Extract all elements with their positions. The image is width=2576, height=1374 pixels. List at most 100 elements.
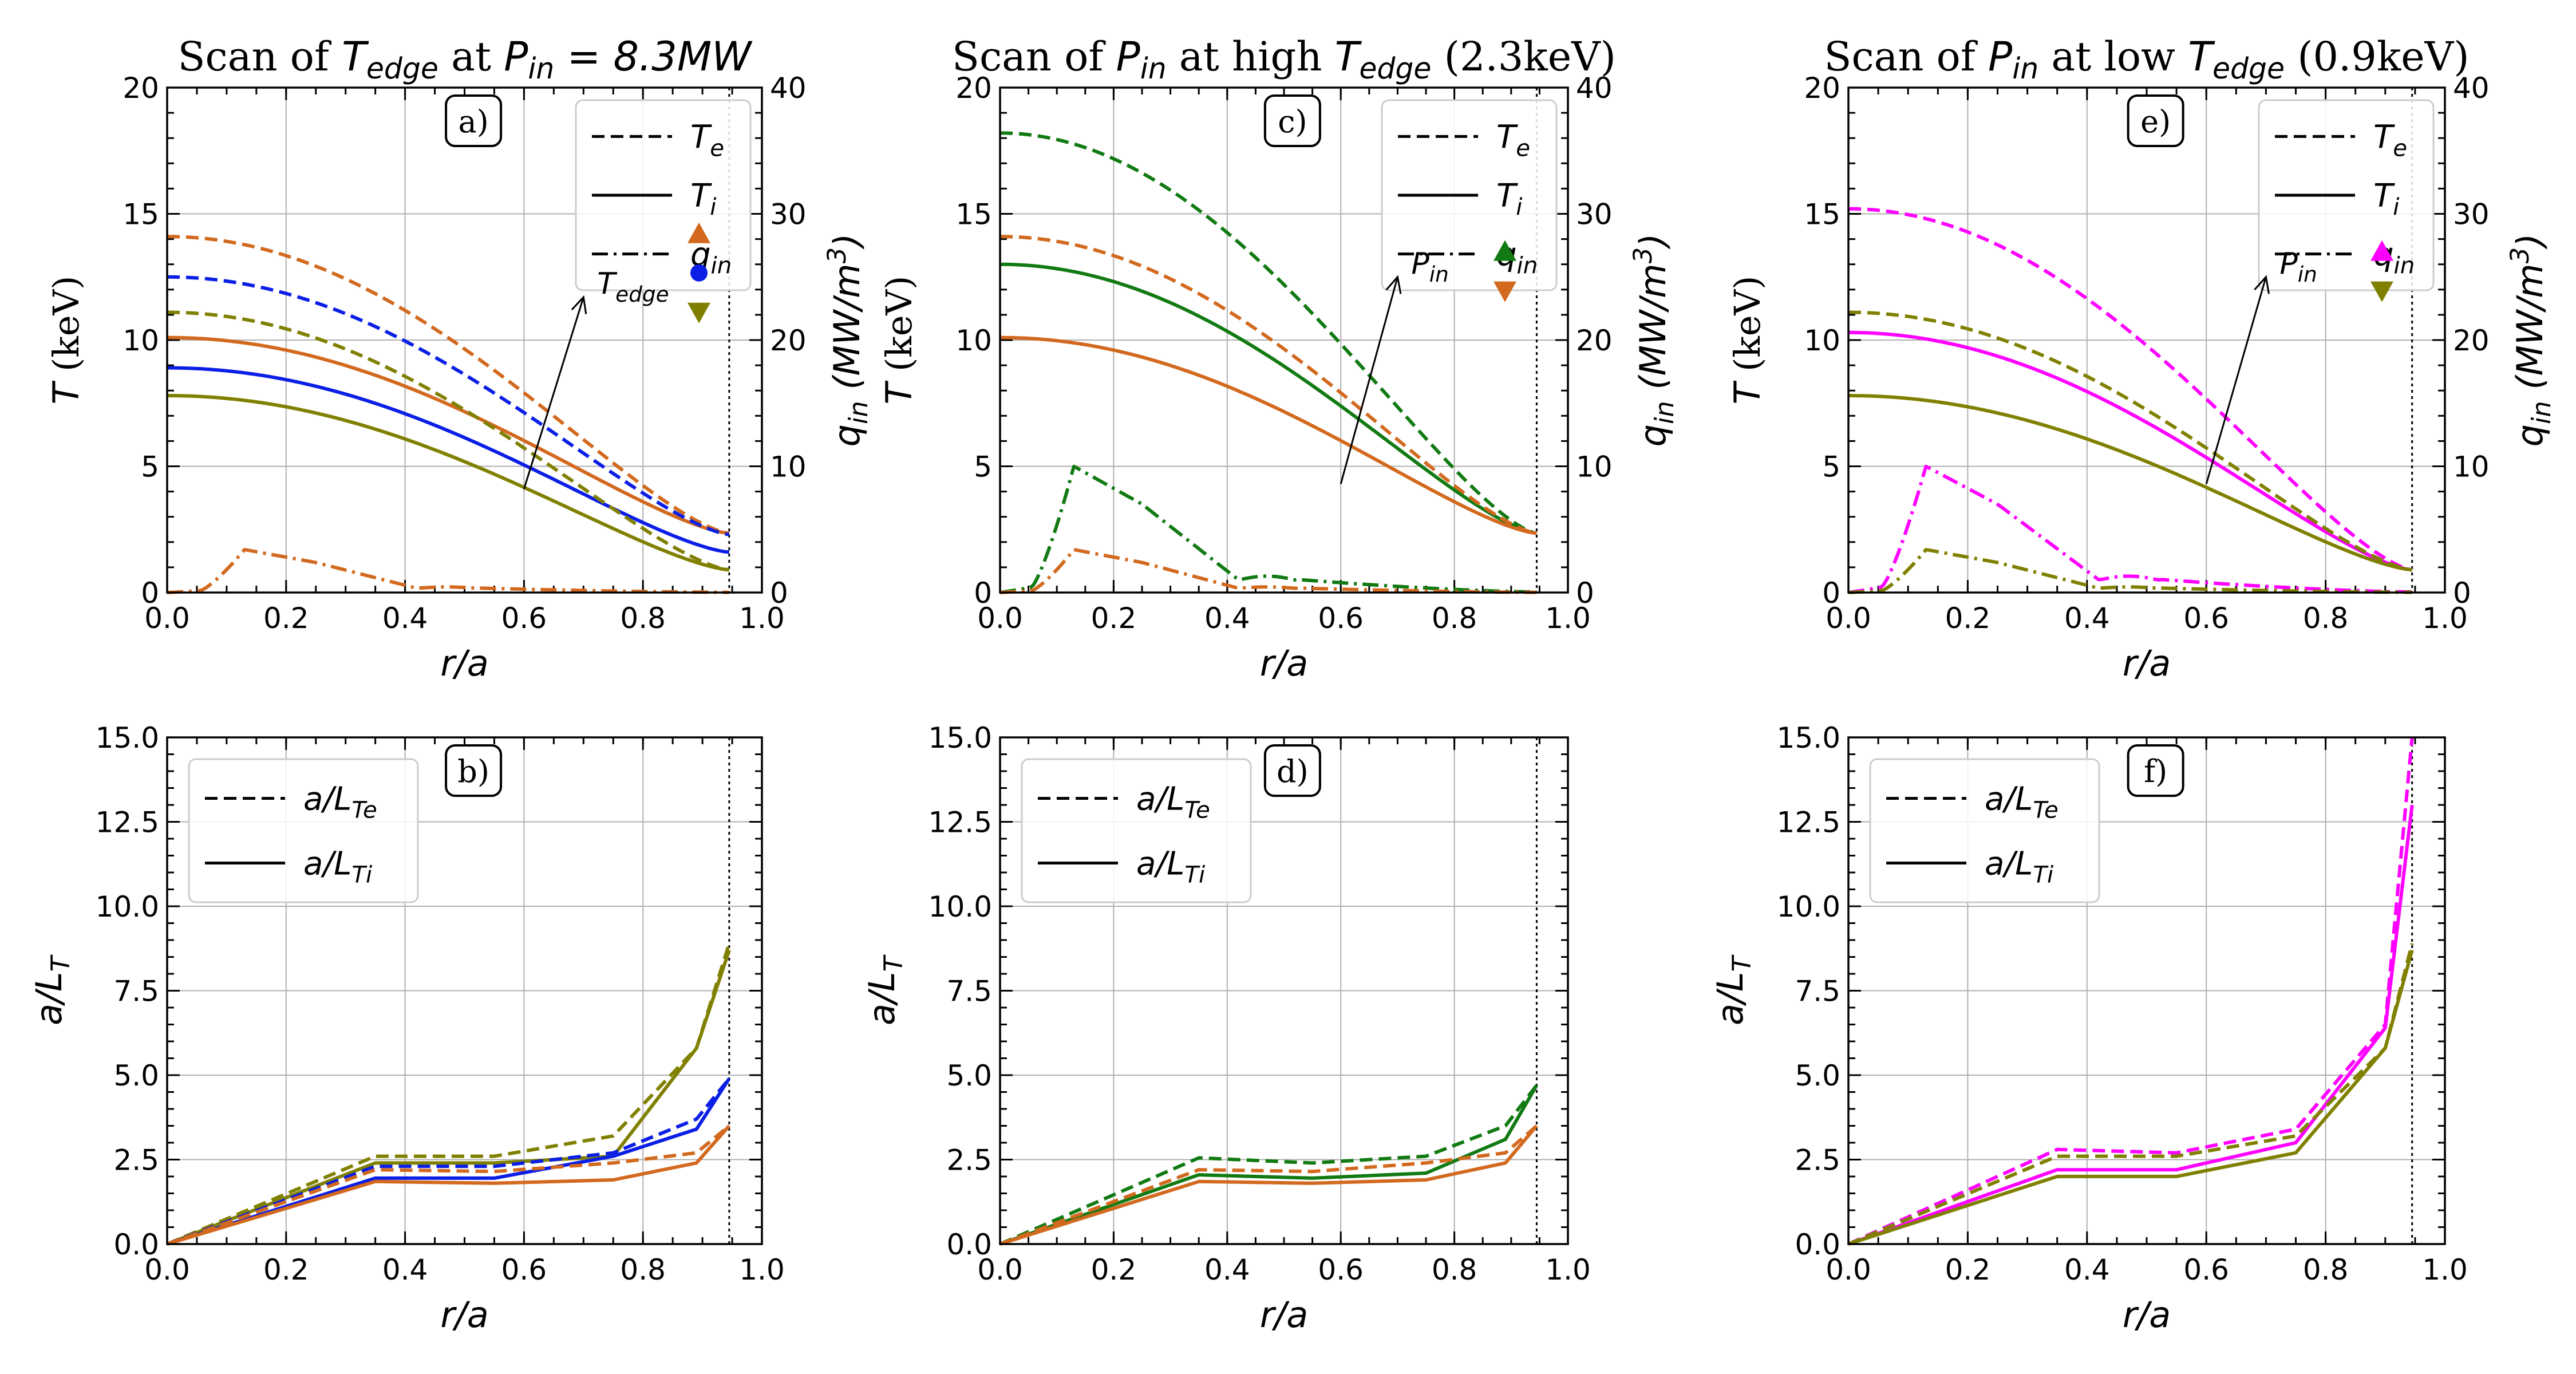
y-tick-label: 0 — [974, 577, 992, 610]
x-tick-label: 1.0 — [2422, 1253, 2468, 1286]
y-tick-label: 12.5 — [1777, 806, 1840, 839]
x-tick-label: 0.8 — [620, 1253, 666, 1286]
y-tick-label: 10 — [123, 324, 159, 357]
y-tick-label: 5 — [141, 451, 159, 484]
y-tick-label: 15 — [955, 198, 992, 231]
series-line — [1000, 262, 1537, 535]
series-line — [999, 548, 1537, 594]
panel-b: 0.0 0.2 0.4 0.6 0.8 1.0 0.0 2.5 5.0 7.5 10.0 12.5 15… — [28, 721, 785, 1336]
x-tick-label: 0.6 — [1318, 602, 1364, 635]
panel-tag-box — [445, 744, 503, 797]
series-line — [167, 394, 730, 572]
y-tick-label: 20 — [955, 72, 992, 105]
x-tick-label: 0.8 — [2303, 1253, 2349, 1286]
x-tick-label: 0.2 — [1945, 1253, 1991, 1286]
marker-triangle-up — [1494, 240, 1516, 261]
series-line — [1847, 804, 2414, 1246]
chart-title: Scan of Pin at low Tedge (0.9keV) — [1824, 33, 2469, 85]
scan-arrowhead — [1385, 275, 1402, 294]
series-line — [167, 548, 729, 594]
x-tick-label: 0.6 — [501, 602, 547, 635]
legend-label: Te — [2373, 119, 2407, 161]
series-line — [1848, 310, 2413, 572]
panel-tag-box — [1263, 744, 1321, 797]
legend-box — [188, 758, 419, 903]
y2-tick-label: 40 — [2453, 72, 2490, 105]
x-axis-label: r/a — [2123, 1294, 2171, 1336]
y-tick-label: 2.5 — [1795, 1144, 1840, 1177]
y2-tick-label: 0 — [1576, 577, 1594, 610]
y-tick-label: 15.0 — [96, 721, 159, 755]
series-line — [1848, 548, 2412, 594]
series-line — [1848, 207, 2413, 572]
y2-tick-label: 20 — [1576, 324, 1613, 357]
legend-label: a/LTe — [303, 781, 377, 824]
x-tick-label: 0.0 — [1826, 1253, 1871, 1286]
panel-tag-box — [2127, 744, 2184, 797]
panel-f: 0.0 0.2 0.4 0.6 0.8 1.0 0.0 2.5 5.0 7.5 10.0 12.5 15… — [1709, 721, 2468, 1336]
legend-label: a/LTi — [1985, 846, 2053, 889]
x-tick-label: 0.4 — [2064, 602, 2110, 635]
x-tick-label: 1.0 — [1545, 1253, 1591, 1286]
scan-arrowhead — [571, 295, 587, 314]
legend-label: a/LTi — [303, 846, 372, 889]
legend-label: a/LTe — [1985, 781, 2059, 824]
x-tick-label: 0.2 — [263, 602, 309, 635]
series-line — [1848, 949, 2414, 1246]
axes-frame — [999, 736, 1569, 1245]
y2-tick-label: 30 — [2453, 198, 2490, 231]
series-line — [1848, 394, 2412, 572]
x-tick-label: 0.8 — [1432, 602, 1477, 635]
x-tick-label: 1.0 — [1545, 602, 1591, 635]
series-line — [1000, 335, 1537, 535]
series-line — [999, 1124, 1538, 1246]
scan-arrow — [1340, 277, 1398, 484]
x-tick-label: 0.0 — [144, 602, 190, 635]
y-tick-label: 7.5 — [113, 975, 159, 1008]
x-tick-label: 0.0 — [977, 1253, 1023, 1286]
series-line — [167, 1124, 731, 1246]
series-line — [999, 464, 1537, 594]
panel-tag-box — [2127, 94, 2184, 147]
series-line — [1000, 235, 1537, 535]
marker-triangle-down — [688, 302, 710, 323]
panel-tag-box — [1263, 94, 1321, 147]
y-axis-label: a/LT — [1709, 954, 1757, 1025]
y2-axis-label: qin (MW/m3) — [1628, 234, 1680, 447]
series-line — [1000, 131, 1538, 535]
marker-circle — [690, 264, 708, 282]
chart-title: Scan of Tedge at Pin = 8.3MW — [178, 33, 753, 85]
y-tick-label: 7.5 — [1795, 975, 1840, 1008]
axes-frame — [1847, 86, 2446, 594]
y2-tick-label: 10 — [770, 451, 807, 484]
x-tick-label: 0.2 — [263, 1253, 309, 1286]
y-tick-label: 0.0 — [946, 1228, 992, 1261]
y-tick-label: 2.5 — [113, 1144, 159, 1177]
scan-label: Pin — [1411, 247, 1448, 287]
x-tick-label: 0.8 — [620, 602, 666, 635]
x-axis-label: r/a — [1260, 1294, 1308, 1336]
y-tick-label: 10.0 — [96, 890, 159, 923]
axes-frame — [166, 86, 763, 594]
legend-label: Te — [690, 119, 724, 161]
legend-label: a/LTe — [1136, 781, 1210, 824]
series-line — [999, 1084, 1538, 1246]
marker-triangle-down — [2370, 281, 2393, 302]
y-tick-label: 2.5 — [946, 1144, 992, 1177]
panel-tag-label: f) — [2144, 753, 2167, 789]
y2-tick-label: 20 — [2453, 324, 2490, 357]
y2-tick-label: 0 — [770, 577, 788, 610]
panel-tag-box — [445, 94, 503, 147]
y2-axis-label: qin (MW/m3) — [822, 234, 874, 447]
scan-arrow — [523, 297, 584, 489]
x-tick-label: 0.4 — [2064, 1253, 2110, 1286]
series-line — [167, 366, 730, 554]
y-axis-label: a/LT — [28, 954, 76, 1025]
scan-arrow — [2205, 277, 2267, 484]
series-line — [166, 1077, 731, 1246]
y-axis-label: a/LT — [861, 954, 908, 1025]
series-line — [1848, 330, 2413, 572]
